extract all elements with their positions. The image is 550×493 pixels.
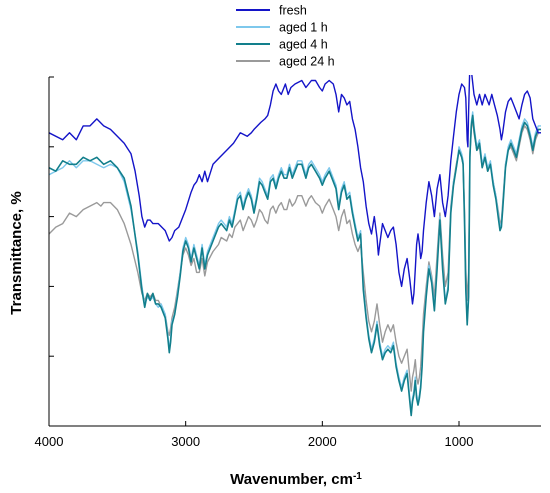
legend-item-aged-24-h: aged 24 h bbox=[236, 55, 335, 69]
plot-area: 4000 3000 2000 1000 bbox=[35, 75, 541, 449]
legend-label: fresh bbox=[279, 4, 307, 18]
x-axis-title: Wavenumber, cm-1 bbox=[230, 471, 362, 489]
x-tick-label: 2000 bbox=[308, 434, 337, 449]
series-line-aged-24-h bbox=[49, 118, 541, 392]
x-axis-title-superscript: -1 bbox=[353, 471, 362, 482]
legend-item-aged-1-h: aged 1 h bbox=[236, 21, 328, 35]
legend-label: aged 1 h bbox=[279, 21, 328, 35]
axes-layer: 4000 3000 2000 1000 bbox=[35, 76, 541, 449]
series-line-aged-1-h bbox=[49, 111, 541, 413]
legend-label: aged 4 h bbox=[279, 38, 328, 52]
legend-label: aged 24 h bbox=[279, 55, 335, 69]
x-axis-title-text: Wavenumber, cm bbox=[230, 471, 353, 488]
legend-item-fresh: fresh bbox=[236, 4, 307, 18]
x-tick-label: 4000 bbox=[35, 434, 64, 449]
x-tick-label: 3000 bbox=[171, 434, 200, 449]
series-layer bbox=[49, 75, 541, 417]
series-line-aged-4-h bbox=[49, 114, 541, 417]
legend: fresh aged 1 h aged 4 h aged 24 h bbox=[236, 4, 335, 69]
series-line-fresh bbox=[49, 75, 541, 305]
y-axis-title: Transmittance, % bbox=[8, 191, 25, 314]
legend-item-aged-4-h: aged 4 h bbox=[236, 38, 328, 52]
x-tick-label: 1000 bbox=[445, 434, 474, 449]
